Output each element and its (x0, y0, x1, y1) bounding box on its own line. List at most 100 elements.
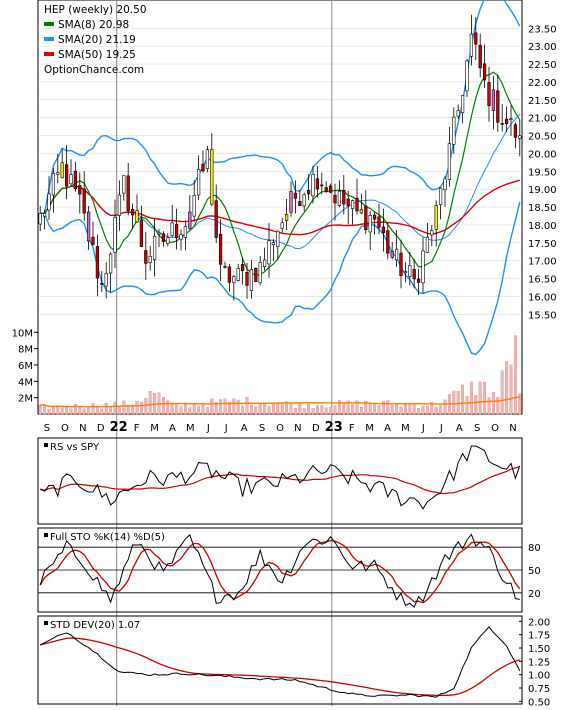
volume-bar (183, 402, 187, 415)
stochastic-k-line (39, 533, 520, 609)
volume-bar (148, 391, 152, 415)
volume-bar (280, 402, 284, 415)
candle-body (166, 237, 170, 244)
candle-body (390, 250, 394, 258)
candle-body (240, 264, 245, 271)
volume-bar (236, 399, 240, 415)
stochastic-axis-tick-label: 20 (528, 589, 541, 600)
legend-swatch (44, 52, 54, 56)
volume-bar (320, 405, 324, 415)
sma8-line (40, 71, 521, 276)
time-axis-label: 23 (325, 420, 343, 435)
candle-body (315, 178, 320, 190)
volume-bar (399, 406, 403, 415)
stddev-axis-tick-label: 0.75 (528, 684, 550, 695)
time-axis-label: D (312, 423, 320, 434)
candle-body (460, 95, 465, 114)
volume-bar (412, 403, 416, 415)
time-axis-label: 22 (110, 420, 128, 435)
candle-body (144, 250, 148, 264)
candle-body (262, 259, 267, 267)
volume-bar (333, 405, 337, 415)
volume-bar (175, 403, 179, 415)
candle-body (113, 217, 117, 253)
volume-bar (47, 409, 51, 415)
volume-bar (315, 405, 319, 415)
price-axis-tick-label: 17.00 (528, 257, 557, 268)
volume-bar (254, 406, 258, 415)
candle-body (267, 240, 271, 265)
candle-body (364, 205, 368, 230)
volume-bar (355, 400, 359, 415)
price-axis-tick-label: 21.50 (528, 96, 557, 107)
volume-bar (276, 403, 280, 415)
volume-bar (227, 401, 231, 415)
stddev-axis-tick-label: 0.50 (528, 697, 550, 706)
candle-body (280, 222, 284, 229)
time-axis-label: S (474, 423, 480, 434)
time-axis-label: N (79, 423, 86, 434)
stddev-axis-tick-label: 1.00 (528, 671, 550, 682)
volume-bar (417, 407, 421, 415)
candle-body (130, 209, 135, 216)
time-axis-label: A (384, 423, 391, 434)
volume-bar (214, 402, 218, 415)
stochastic-axis-tick-label: 50 (528, 566, 541, 577)
candle-body (342, 190, 346, 205)
volume-bar (461, 384, 465, 415)
time-axis-label: A (456, 423, 463, 434)
volume-bar (500, 370, 504, 415)
volume-bar (408, 404, 412, 415)
candle-body (126, 175, 130, 212)
volume-bar (131, 404, 135, 415)
volume-bar (496, 397, 500, 415)
candle-body (478, 44, 482, 69)
legend-label: SMA(50) 19.25 (58, 49, 136, 61)
candle-body (91, 236, 95, 245)
volume-bar (126, 404, 130, 415)
candle-body (148, 256, 152, 263)
volume-bar (390, 405, 394, 415)
volume-bar (298, 402, 302, 415)
candle-body (64, 164, 69, 187)
candle-body (416, 278, 421, 283)
volume-bar (478, 381, 482, 415)
candle-body (179, 234, 183, 240)
volume-axis-tick-label: 6M (18, 361, 33, 372)
candle-body (465, 60, 469, 92)
volume-axis-tick-label: 8M (18, 345, 33, 356)
volume-bar (439, 405, 443, 415)
time-axis-label: O (61, 423, 69, 434)
candle-body (359, 209, 364, 214)
volume-bar (135, 400, 139, 415)
price-axis-tick-label: 16.50 (528, 275, 557, 286)
volume-bar (69, 408, 73, 415)
price-axis-tick-label: 22.00 (528, 78, 557, 89)
stddev-panel-frame (37, 615, 523, 705)
candle-body (368, 215, 372, 233)
candle-body (271, 242, 276, 246)
time-axis-label: M (150, 423, 159, 434)
volume-bar (430, 402, 434, 415)
volume-bar (425, 406, 429, 415)
candle-body (100, 283, 104, 285)
volume-bar (73, 403, 77, 415)
candle-body (447, 143, 452, 180)
time-axis-label: A (169, 423, 176, 434)
volume-bar (324, 407, 328, 415)
candle-body (161, 233, 166, 242)
volume-bar (91, 403, 95, 415)
volume-bar (205, 407, 209, 415)
bollinger-upper-band (43, 0, 521, 214)
candle-body (518, 135, 522, 139)
volume-bar (368, 403, 372, 415)
volume-bar (491, 392, 495, 415)
candle-body (170, 222, 174, 236)
volume-bar (469, 381, 473, 415)
volume-bar (434, 406, 438, 415)
stochastic-d-line (39, 539, 521, 604)
volume-bar (403, 403, 407, 415)
legend-label: SMA(20) 21.19 (58, 34, 136, 46)
time-axis-label: A (241, 423, 248, 434)
candle-body (60, 162, 64, 179)
